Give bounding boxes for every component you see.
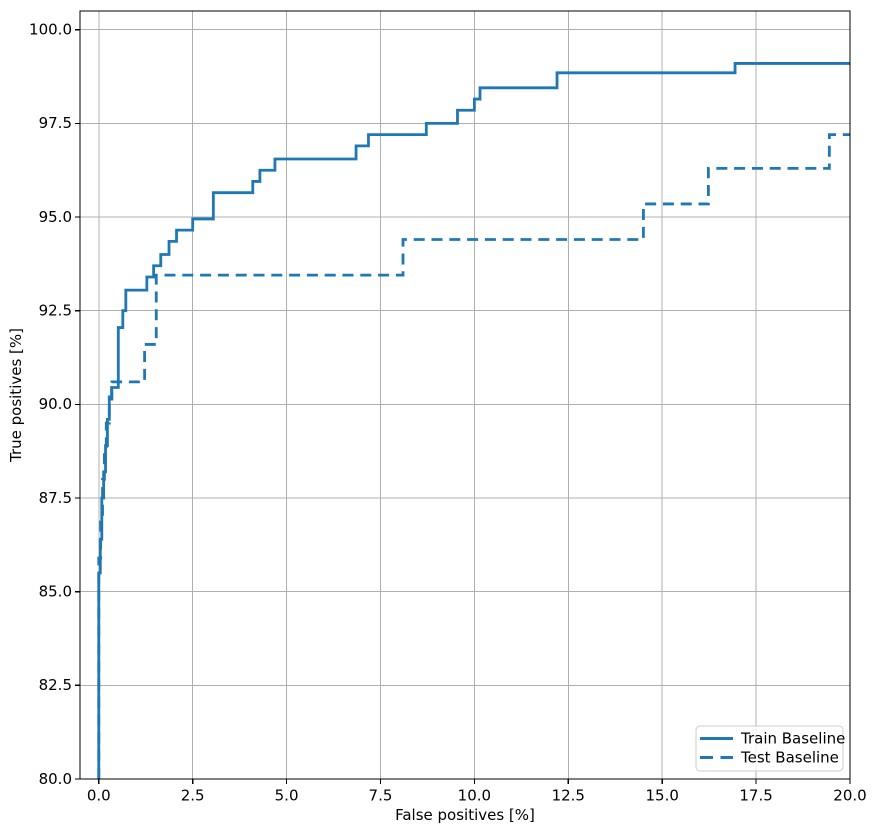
legend-label-test: Test Baseline <box>740 749 839 767</box>
series-layer <box>97 62 850 779</box>
y-tick-label: 95.0 <box>39 208 72 226</box>
tick-layer: 0.0 2.5 5.0 7.5 10.0 12.5 15.0 17.5 20.0 80.0 82.5… <box>29 21 867 805</box>
x-tick-label: 10.0 <box>458 787 491 805</box>
y-tick-label: 90.0 <box>39 395 72 413</box>
y-axis-label: True positives [%] <box>7 328 25 463</box>
x-tick-label: 5.0 <box>275 787 299 805</box>
grid-layer <box>80 11 851 780</box>
plot-border <box>79 10 851 780</box>
x-tick-label: 0.0 <box>87 787 111 805</box>
legend-label-train: Train Baseline <box>740 730 845 748</box>
test-baseline-line <box>97 133 850 779</box>
y-tick-label: 87.5 <box>39 489 72 507</box>
x-tick-label: 20.0 <box>833 787 866 805</box>
y-tick-label: 97.5 <box>39 114 72 132</box>
y-tick-label: 80.0 <box>39 770 72 788</box>
x-tick-label: 17.5 <box>739 787 772 805</box>
y-tick-label: 92.5 <box>39 302 72 320</box>
x-axis-label: False positives [%] <box>395 806 535 824</box>
x-tick-label: 15.0 <box>645 787 678 805</box>
x-tick-label: 12.5 <box>552 787 585 805</box>
y-tick-label: 100.0 <box>29 21 72 39</box>
x-tick-label: 2.5 <box>181 787 205 805</box>
x-tick-label: 7.5 <box>369 787 393 805</box>
legend: Train Baseline Test Baseline <box>695 725 845 772</box>
y-tick-label: 82.5 <box>39 676 72 694</box>
y-tick-label: 85.0 <box>39 582 72 600</box>
